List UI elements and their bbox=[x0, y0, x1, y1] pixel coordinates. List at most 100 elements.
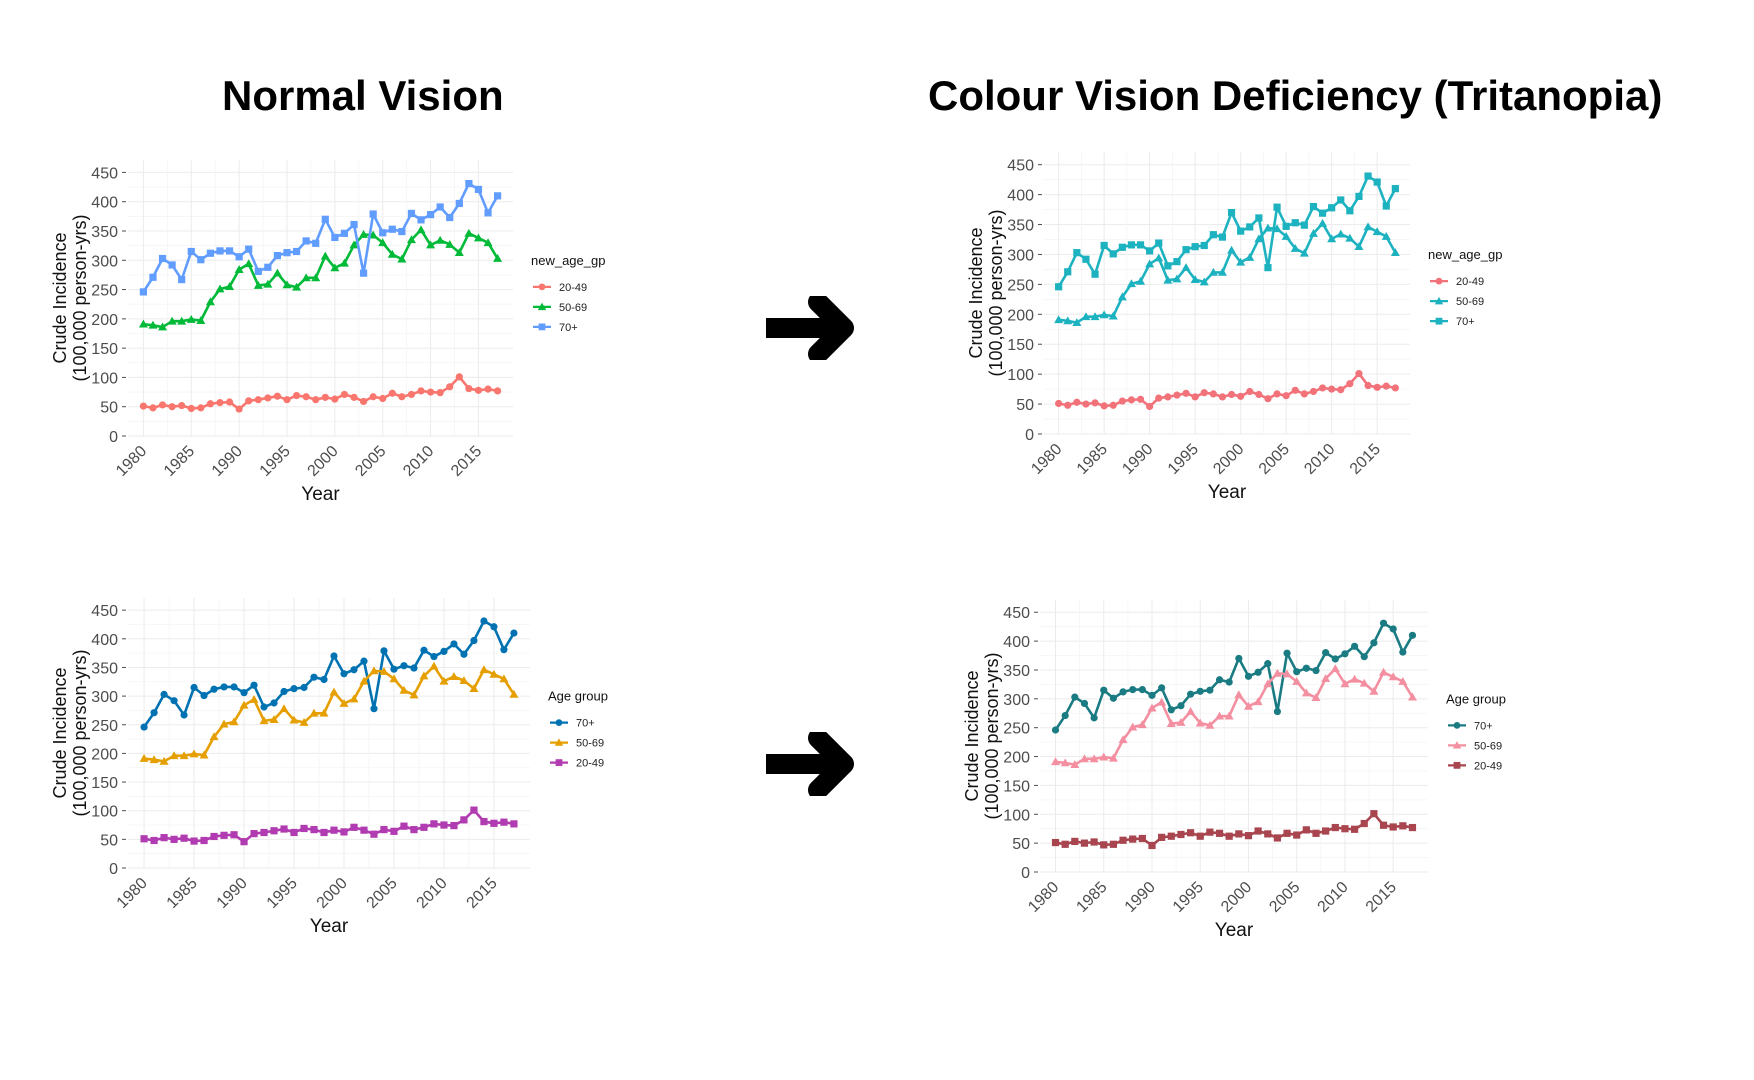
data-point bbox=[1312, 829, 1320, 837]
data-point bbox=[350, 666, 358, 674]
y-tick-label: 0 bbox=[1025, 427, 1034, 444]
data-point bbox=[290, 828, 298, 837]
data-point bbox=[249, 695, 259, 703]
data-point bbox=[1158, 833, 1166, 841]
data-point bbox=[1308, 229, 1318, 237]
series-70+ bbox=[1055, 172, 1399, 291]
series-line bbox=[143, 228, 499, 329]
data-point bbox=[1208, 267, 1218, 276]
data-point bbox=[1350, 674, 1360, 683]
data-point bbox=[389, 674, 399, 683]
data-point bbox=[148, 320, 158, 329]
data-point bbox=[410, 664, 418, 672]
series-70+ bbox=[140, 617, 518, 731]
data-point bbox=[390, 827, 398, 835]
data-point bbox=[359, 676, 369, 685]
data-point bbox=[1355, 369, 1363, 378]
legend-item: 50-69 bbox=[1448, 740, 1502, 752]
data-point bbox=[1109, 250, 1117, 258]
grid-lines bbox=[1044, 152, 1410, 435]
data-point bbox=[225, 398, 234, 406]
data-point bbox=[500, 646, 508, 654]
data-point bbox=[292, 247, 301, 256]
data-point bbox=[1336, 229, 1346, 238]
data-point bbox=[1063, 316, 1073, 325]
heading-normal-vision: Normal Vision bbox=[222, 72, 504, 119]
data-point bbox=[1163, 275, 1173, 284]
x-tick-label: 2000 bbox=[1218, 879, 1255, 916]
x-tick-label: 1990 bbox=[214, 875, 251, 912]
data-point bbox=[1182, 246, 1190, 254]
data-point bbox=[1318, 384, 1327, 392]
data-point bbox=[310, 673, 318, 681]
data-point bbox=[1398, 677, 1408, 685]
data-point bbox=[199, 750, 209, 759]
y-tick-label: 100 bbox=[1003, 807, 1030, 824]
data-point bbox=[1146, 247, 1154, 255]
y-tick-label: 150 bbox=[91, 341, 118, 358]
grid-lines bbox=[128, 598, 530, 869]
data-point bbox=[420, 823, 428, 831]
data-point bbox=[1273, 203, 1281, 211]
data-point bbox=[359, 269, 368, 277]
data-point bbox=[245, 245, 253, 253]
data-point bbox=[493, 254, 503, 262]
y-tick-label: 200 bbox=[1003, 750, 1030, 767]
y-axis-title: (100,000 person-yrs) bbox=[986, 209, 1006, 376]
data-point bbox=[330, 263, 340, 272]
data-point bbox=[449, 672, 459, 680]
data-point bbox=[1272, 668, 1282, 677]
data-point bbox=[1099, 752, 1109, 761]
data-point bbox=[350, 220, 358, 229]
data-point bbox=[1080, 699, 1089, 708]
x-tick-label: 2010 bbox=[1301, 441, 1338, 478]
data-point bbox=[1073, 398, 1081, 406]
data-point bbox=[1369, 686, 1379, 695]
data-point bbox=[388, 225, 396, 233]
data-point bbox=[170, 835, 178, 843]
data-point bbox=[397, 254, 407, 263]
x-tick-label: 2005 bbox=[364, 875, 401, 912]
data-point bbox=[1245, 252, 1255, 261]
data-point bbox=[1360, 653, 1368, 661]
data-point bbox=[1146, 402, 1154, 411]
series-70+ bbox=[139, 179, 502, 296]
data-point bbox=[470, 806, 478, 814]
data-point bbox=[1408, 823, 1417, 832]
data-point bbox=[230, 831, 238, 839]
data-point bbox=[329, 687, 339, 696]
legend-title: new_age_gp bbox=[1428, 247, 1502, 262]
data-point bbox=[369, 210, 377, 218]
data-point bbox=[1073, 249, 1081, 257]
data-point bbox=[400, 822, 408, 830]
y-axis-title: Crude Incidence bbox=[966, 227, 986, 358]
data-point bbox=[1302, 826, 1310, 834]
data-point bbox=[380, 826, 388, 834]
data-point bbox=[190, 837, 198, 845]
data-point bbox=[219, 719, 229, 728]
legend-item: 20-49 bbox=[533, 282, 587, 294]
data-point bbox=[1321, 674, 1331, 682]
legend-key-marker bbox=[538, 323, 546, 331]
data-point bbox=[359, 397, 368, 406]
data-point bbox=[1155, 394, 1163, 402]
data-point bbox=[300, 824, 308, 833]
data-point bbox=[1389, 823, 1397, 831]
data-point bbox=[299, 717, 309, 726]
legend-item: 70+ bbox=[1430, 316, 1475, 328]
data-point bbox=[1190, 275, 1200, 283]
data-point bbox=[369, 666, 379, 675]
series-line bbox=[143, 808, 515, 843]
legend-key-marker bbox=[554, 738, 564, 746]
data-point bbox=[1408, 631, 1417, 639]
y-tick-label: 50 bbox=[100, 400, 118, 417]
data-point bbox=[1209, 231, 1217, 239]
data-point bbox=[490, 819, 498, 827]
data-point bbox=[1227, 208, 1236, 217]
data-point bbox=[1255, 390, 1263, 399]
data-point bbox=[339, 258, 349, 267]
data-point bbox=[1061, 840, 1069, 848]
data-point bbox=[1200, 241, 1208, 250]
data-point bbox=[1309, 202, 1318, 211]
data-point bbox=[1312, 666, 1320, 675]
